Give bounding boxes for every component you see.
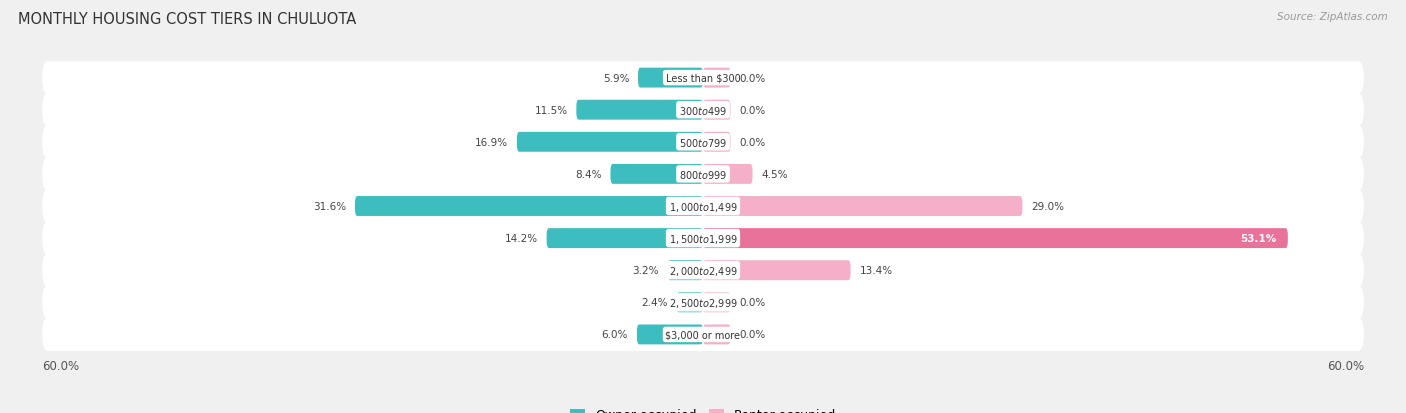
Text: 16.9%: 16.9% [475,138,508,147]
Text: 11.5%: 11.5% [534,105,568,115]
Text: 2.4%: 2.4% [641,298,668,308]
Text: 6.0%: 6.0% [602,330,628,339]
Text: $2,500 to $2,999: $2,500 to $2,999 [669,296,737,309]
Text: 14.2%: 14.2% [505,233,537,244]
Text: 0.0%: 0.0% [740,330,766,339]
Text: MONTHLY HOUSING COST TIERS IN CHULUOTA: MONTHLY HOUSING COST TIERS IN CHULUOTA [18,12,357,27]
Text: 13.4%: 13.4% [859,266,893,275]
Text: $300 to $499: $300 to $499 [679,104,727,116]
FancyBboxPatch shape [42,318,1364,351]
FancyBboxPatch shape [576,100,703,120]
FancyBboxPatch shape [42,190,1364,223]
FancyBboxPatch shape [703,293,731,313]
FancyBboxPatch shape [42,94,1364,127]
FancyBboxPatch shape [42,222,1364,255]
FancyBboxPatch shape [668,261,703,280]
FancyBboxPatch shape [42,254,1364,287]
Text: 5.9%: 5.9% [603,74,630,83]
Text: 0.0%: 0.0% [740,105,766,115]
FancyBboxPatch shape [354,197,703,216]
FancyBboxPatch shape [42,62,1364,95]
Text: Source: ZipAtlas.com: Source: ZipAtlas.com [1277,12,1388,22]
Text: $3,000 or more: $3,000 or more [665,330,741,339]
FancyBboxPatch shape [703,164,752,184]
FancyBboxPatch shape [703,325,731,344]
Text: 60.0%: 60.0% [1327,360,1364,373]
FancyBboxPatch shape [42,286,1364,319]
Text: 4.5%: 4.5% [762,169,787,180]
FancyBboxPatch shape [637,325,703,344]
Text: 8.4%: 8.4% [575,169,602,180]
Text: $1,000 to $1,499: $1,000 to $1,499 [669,200,737,213]
Text: Less than $300: Less than $300 [665,74,741,83]
FancyBboxPatch shape [547,229,703,249]
Text: 0.0%: 0.0% [740,74,766,83]
FancyBboxPatch shape [42,126,1364,159]
Text: $500 to $799: $500 to $799 [679,136,727,148]
FancyBboxPatch shape [42,158,1364,191]
FancyBboxPatch shape [703,261,851,280]
FancyBboxPatch shape [610,164,703,184]
FancyBboxPatch shape [517,133,703,152]
Text: 3.2%: 3.2% [633,266,659,275]
Text: $800 to $999: $800 to $999 [679,169,727,180]
Text: 53.1%: 53.1% [1240,233,1277,244]
FancyBboxPatch shape [703,133,731,152]
Text: 0.0%: 0.0% [740,138,766,147]
FancyBboxPatch shape [703,197,1022,216]
Text: $1,500 to $1,999: $1,500 to $1,999 [669,232,737,245]
Text: $2,000 to $2,499: $2,000 to $2,499 [669,264,737,277]
Text: 60.0%: 60.0% [42,360,79,373]
FancyBboxPatch shape [703,100,731,120]
Text: 0.0%: 0.0% [740,298,766,308]
Legend: Owner-occupied, Renter-occupied: Owner-occupied, Renter-occupied [565,404,841,413]
FancyBboxPatch shape [703,69,731,88]
FancyBboxPatch shape [703,229,1288,249]
Text: 29.0%: 29.0% [1031,202,1064,211]
FancyBboxPatch shape [638,69,703,88]
FancyBboxPatch shape [676,293,703,313]
Text: 31.6%: 31.6% [314,202,346,211]
